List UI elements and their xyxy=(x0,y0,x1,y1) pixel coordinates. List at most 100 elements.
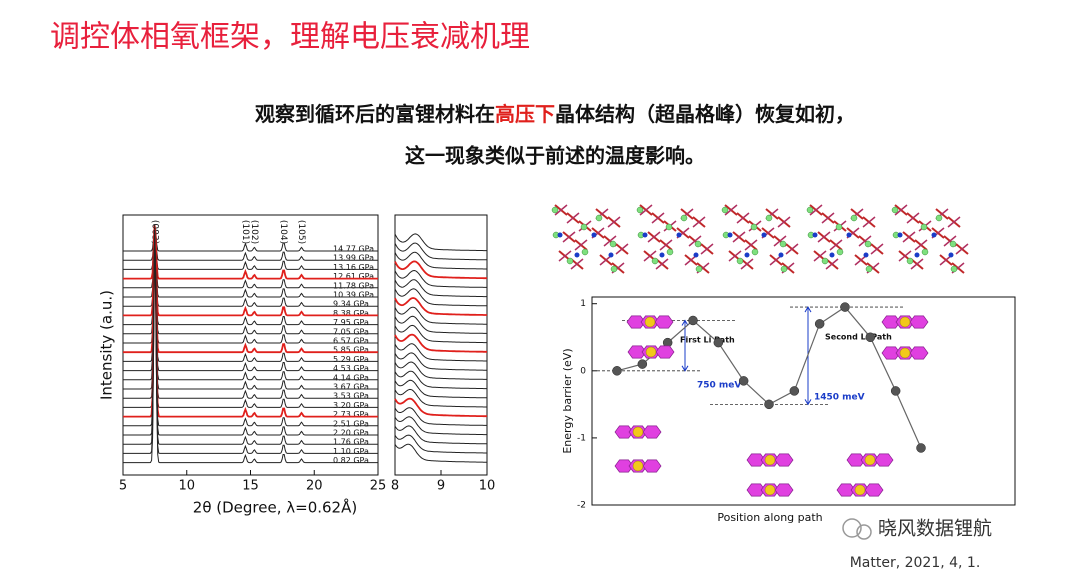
pressure-label: 14.77 GPa xyxy=(333,245,374,254)
atom xyxy=(806,206,814,214)
atom xyxy=(829,252,835,258)
axis-label: Energy barrier (eV) xyxy=(561,348,574,453)
bond xyxy=(554,204,568,216)
bond xyxy=(773,235,787,247)
atom xyxy=(557,232,563,238)
slide-title: 调控体相氧框架，理解电压衰减机理 xyxy=(50,20,530,55)
bond xyxy=(785,243,799,255)
atom xyxy=(750,223,758,231)
xrd-trace xyxy=(123,227,378,362)
pressure-label: 12.61 GPa xyxy=(333,272,374,281)
xrd-zoom-trace xyxy=(394,343,487,362)
x-tick-label: 5 xyxy=(119,479,127,494)
bond xyxy=(607,216,621,228)
barrier-label: 1450 meV xyxy=(814,393,865,403)
atom xyxy=(897,232,903,238)
xrd-trace xyxy=(123,229,378,436)
bond xyxy=(603,235,617,247)
statement-text: 观察到循环后的富锂材料在 xyxy=(255,102,495,126)
li-atom xyxy=(632,426,644,438)
atom xyxy=(636,206,644,214)
bond xyxy=(736,212,750,224)
crystal-structure xyxy=(721,204,799,274)
statement-line: 观察到循环后的富锂材料在高压下晶体结构（超晶格峰）恢复如初， xyxy=(255,102,855,126)
pressure-label: 1.10 GPa xyxy=(333,447,369,456)
pressure-label: 13.99 GPa xyxy=(333,254,374,263)
bond xyxy=(862,216,876,228)
energy-point xyxy=(890,386,901,396)
xrd-trace xyxy=(123,225,378,289)
energy-point xyxy=(713,337,724,348)
atom xyxy=(865,265,873,273)
atom xyxy=(581,248,589,256)
y-tick-label: -2 xyxy=(577,501,586,511)
li-atom xyxy=(764,484,776,496)
energy-point xyxy=(916,443,926,453)
watermark: 晓风数据锂航 xyxy=(842,518,992,540)
statement-line: 这一现象类似于前述的温度影响。 xyxy=(405,144,705,168)
atom xyxy=(864,240,872,248)
watermark-icon xyxy=(842,518,862,538)
pressure-label: 3.20 GPa xyxy=(333,401,369,410)
arrow-head xyxy=(804,306,812,313)
pressure-label: 8.38 GPa xyxy=(333,309,369,318)
atom xyxy=(920,223,928,231)
atom xyxy=(949,240,957,248)
peak-label: (102) xyxy=(249,220,259,244)
bond xyxy=(562,231,576,243)
atom xyxy=(609,240,617,248)
atom xyxy=(721,206,729,214)
xrd-trace xyxy=(123,229,378,427)
xrd-trace xyxy=(123,225,378,270)
xrd-trace xyxy=(123,228,378,408)
polyhedron-cluster xyxy=(881,346,929,360)
bond xyxy=(639,204,653,216)
polyhedron xyxy=(909,315,929,329)
xrd-zoom-trace xyxy=(394,425,487,445)
atom xyxy=(694,240,702,248)
polyhedron-cluster xyxy=(614,425,662,439)
x-tick-label: 15 xyxy=(242,479,259,494)
xrd-zoom-trace xyxy=(394,288,487,307)
bond xyxy=(829,239,843,251)
xrd-zoom-trace xyxy=(394,269,487,288)
atom xyxy=(693,252,699,258)
bond xyxy=(566,212,580,224)
atom xyxy=(765,214,773,222)
bond xyxy=(728,250,742,262)
pressure-label: 3.67 GPa xyxy=(333,383,369,392)
xrd-zoom-trace xyxy=(394,397,487,418)
bond xyxy=(744,239,758,251)
bond xyxy=(574,239,588,251)
xrd-trace xyxy=(123,229,378,418)
polyhedron xyxy=(642,459,662,473)
pressure-label: 2.51 GPa xyxy=(333,419,369,428)
atom xyxy=(574,252,580,258)
polyhedron xyxy=(881,346,901,360)
li-atom xyxy=(632,460,644,472)
x-tick-label: 25 xyxy=(370,479,387,494)
xrd-zoom-trace xyxy=(394,260,487,280)
polyhedron xyxy=(909,346,929,360)
bond xyxy=(947,216,961,228)
bond xyxy=(570,258,584,270)
xrd-trace xyxy=(123,224,378,252)
xrd-trace xyxy=(123,225,378,298)
bond xyxy=(688,235,702,247)
energy-point xyxy=(637,359,648,369)
li-atom xyxy=(899,316,911,328)
xrd-zoom-trace xyxy=(394,352,487,371)
atom xyxy=(906,257,914,265)
li-atom xyxy=(644,316,656,328)
crystal-structure xyxy=(806,204,884,274)
xrd-trace xyxy=(123,226,378,335)
atom xyxy=(812,232,818,238)
statement-highlight: 高压下 xyxy=(495,102,555,126)
bond xyxy=(692,216,706,228)
pressure-label: 5.85 GPa xyxy=(333,346,369,355)
pressure-label: 5.29 GPa xyxy=(333,355,369,364)
xrd-trace xyxy=(123,230,378,454)
bond xyxy=(870,243,884,255)
x-tick-label: 9 xyxy=(437,479,445,494)
